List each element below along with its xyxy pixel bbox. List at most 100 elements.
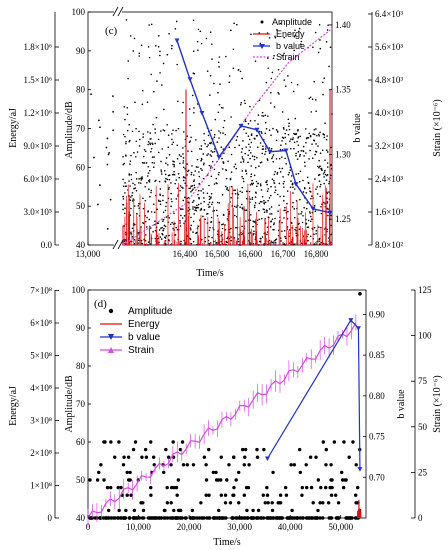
amplitude-point-c bbox=[291, 183, 294, 185]
amplitude-point-c bbox=[295, 232, 297, 235]
amplitude-tick-label-c: 70 bbox=[76, 124, 86, 134]
amplitude-ticks-d: 40 50 60 70 80 90 100 bbox=[72, 285, 91, 523]
energy-ticks-c: 0.0 3.0×10⁵ 6.0×10⁵ 9.0×10⁵ 1.2×10⁶ 1.5×10⁶ 1.… bbox=[24, 42, 59, 250]
amplitude-point-d bbox=[133, 440, 138, 444]
amplitude-point-c bbox=[229, 177, 232, 180]
energy-tick-label-d: 0 bbox=[48, 513, 53, 523]
amplitude-point-c bbox=[187, 196, 190, 199]
amplitude-point-c bbox=[235, 23, 238, 26]
amplitude-point-c bbox=[259, 142, 262, 144]
amplitude-point-c bbox=[197, 166, 199, 168]
b-value-ticks-d: 0.70 0.75 0.80 0.85 0.90 bbox=[363, 309, 385, 482]
amplitude-point-d bbox=[184, 516, 188, 520]
amplitude-point-c bbox=[187, 210, 190, 212]
amplitude-point-c bbox=[219, 83, 221, 85]
amplitude-point-c bbox=[163, 129, 166, 132]
amplitude-point-c bbox=[164, 237, 167, 239]
amplitude-point-c bbox=[154, 132, 157, 134]
amplitude-point-c bbox=[321, 149, 324, 152]
amplitude-point-c bbox=[284, 143, 287, 145]
strain-tick-label-d: 25 bbox=[418, 467, 428, 477]
amplitude-point-c bbox=[323, 136, 326, 139]
amplitude-point-c bbox=[267, 188, 270, 190]
amplitude-point-c bbox=[130, 154, 132, 157]
amplitude-point-c bbox=[309, 134, 312, 137]
amplitude-point-c bbox=[331, 113, 333, 115]
amplitude-point-d bbox=[284, 493, 289, 497]
amplitude-point-c bbox=[171, 221, 173, 224]
amplitude-point-c bbox=[308, 211, 311, 213]
amplitude-point-d bbox=[290, 508, 294, 513]
amplitude-point-c bbox=[159, 193, 161, 195]
amplitude-point-c bbox=[137, 205, 140, 207]
amplitude-point-c bbox=[273, 222, 276, 224]
amplitude-point-d bbox=[204, 463, 208, 467]
amplitude-point-c bbox=[154, 220, 156, 222]
amplitude-point-c bbox=[252, 220, 255, 222]
amplitude-point-c bbox=[239, 70, 242, 73]
amplitude-point-c bbox=[277, 210, 279, 212]
amplitude-point-c bbox=[161, 148, 164, 150]
amplitude-point-d bbox=[309, 485, 314, 490]
amplitude-point-d bbox=[157, 516, 162, 520]
amplitude-point-c bbox=[264, 153, 266, 155]
amplitude-point-c bbox=[233, 165, 236, 168]
amplitude-point-c bbox=[274, 191, 276, 194]
amplitude-point-c bbox=[132, 182, 134, 185]
amplitude-point-c bbox=[154, 237, 157, 240]
amplitude-point-c bbox=[136, 151, 139, 153]
amplitude-point-c bbox=[285, 163, 287, 165]
amplitude-point-c bbox=[122, 178, 124, 181]
amplitude-point-c bbox=[146, 244, 149, 246]
amplitude-point-d bbox=[180, 440, 185, 444]
amplitude-point-c bbox=[192, 231, 194, 233]
amplitude-point-c bbox=[226, 237, 228, 240]
amplitude-point-c bbox=[254, 166, 257, 169]
amplitude-point-c bbox=[264, 150, 267, 153]
amplitude-point-c bbox=[160, 160, 162, 163]
amplitude-point-c bbox=[324, 159, 326, 161]
energy-tick-label-c: 0.0 bbox=[41, 240, 53, 250]
amplitude-point-c bbox=[269, 242, 271, 244]
amplitude-point-c bbox=[207, 144, 209, 146]
amplitude-point-c bbox=[318, 238, 321, 241]
amplitude-point-c bbox=[206, 192, 209, 195]
amplitude-point-c bbox=[255, 180, 258, 183]
amplitude-point-d bbox=[285, 516, 289, 520]
amplitude-point-c bbox=[213, 168, 216, 171]
amplitude-point-d bbox=[151, 516, 156, 520]
amplitude-point-c bbox=[325, 179, 328, 181]
amplitude-point-c bbox=[249, 214, 252, 216]
amplitude-point-c bbox=[240, 233, 243, 236]
amplitude-point-c bbox=[318, 166, 320, 169]
amplitude-point-c bbox=[232, 48, 235, 51]
amplitude-point-c bbox=[303, 206, 305, 209]
amplitude-point-c bbox=[177, 172, 180, 175]
amplitude-point-d bbox=[151, 455, 156, 459]
amplitude-point-c bbox=[230, 227, 232, 230]
b-value-tick-label-c: 1.35 bbox=[335, 85, 351, 95]
amplitude-point-c bbox=[162, 62, 165, 65]
amplitude-point-c bbox=[284, 244, 286, 246]
amplitude-point-d bbox=[270, 501, 274, 505]
amplitude-point-c bbox=[147, 143, 149, 146]
amplitude-point-d bbox=[111, 516, 116, 520]
amplitude-point-d bbox=[304, 516, 309, 520]
amplitude-tick-label-d: 90 bbox=[76, 323, 86, 333]
amplitude-point-c bbox=[327, 24, 329, 26]
amplitude-point-c bbox=[317, 145, 319, 147]
amplitude-point-c bbox=[316, 193, 319, 195]
b-value-marker-c bbox=[174, 38, 180, 43]
amplitude-point-c bbox=[313, 139, 316, 142]
amplitude-point-c bbox=[182, 179, 185, 182]
amplitude-point-c bbox=[251, 155, 254, 157]
amplitude-point-d bbox=[301, 516, 305, 520]
amplitude-point-c bbox=[214, 118, 217, 121]
b-value-marker-c bbox=[216, 154, 222, 160]
amplitude-point-c bbox=[330, 233, 333, 236]
amplitude-point-d bbox=[298, 516, 302, 520]
amplitude-point-c bbox=[313, 233, 315, 236]
amplitude-point-c bbox=[151, 161, 154, 164]
amplitude-point-c bbox=[150, 191, 152, 194]
legend-c: Amplitude Energy b value Strain bbox=[253, 17, 312, 62]
